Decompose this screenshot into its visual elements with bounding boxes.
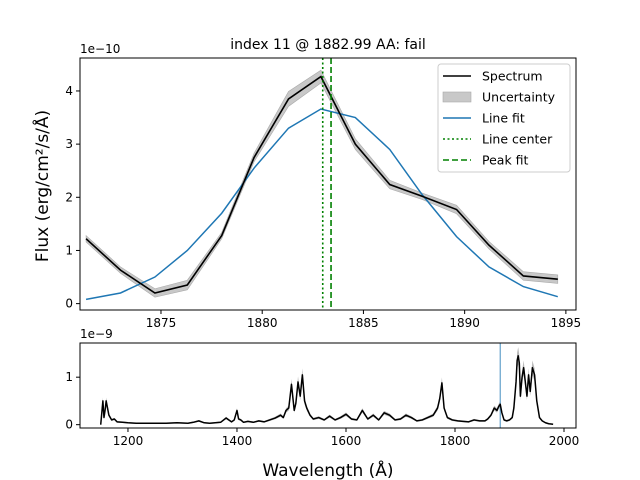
- spectrum-series: [85, 75, 558, 294]
- y-tick-label: 1: [65, 370, 73, 384]
- top-y-ticks: 0 1 2 3 4: [65, 84, 80, 311]
- bottom-plot-area: [99, 343, 554, 428]
- legend-box: [437, 63, 571, 173]
- uncertainty-band: [100, 347, 554, 425]
- legend-label: Line center: [482, 132, 553, 147]
- top-axes-frame: [79, 57, 577, 311]
- top-plot-area: [85, 58, 559, 310]
- x-tick-label: 1885: [348, 316, 379, 330]
- y-tick-label: 1: [65, 243, 73, 257]
- y-tick-label: 0: [65, 297, 73, 311]
- bottom-y-ticks: 01: [65, 370, 80, 432]
- legend: Spectrum Uncertainty Line fit Line center Pe…: [437, 63, 571, 173]
- line-fit-series: [85, 108, 558, 301]
- bottom-panel: 1e−9 1200 1400 1600 1800 2000 01 Wavelength …: [65, 327, 579, 480]
- bottom-axes-frame: [79, 342, 577, 429]
- legend-label: Uncertainty: [482, 90, 556, 105]
- top-panel: index 11 @ 1882.99 AA: fail 1e−10 Flux (…: [31, 37, 581, 330]
- chart-title: index 11 @ 1882.99 AA: fail: [230, 37, 426, 53]
- legend-label: Spectrum: [482, 69, 543, 84]
- y-tick-label: 4: [65, 84, 73, 98]
- y-axis-label: Flux (erg/cm²/s/Å): [31, 110, 53, 262]
- x-tick-label: 1400: [222, 434, 253, 448]
- bottom-x-ticks: 1200 1400 1600 1800 2000: [113, 428, 580, 448]
- x-tick-label: 1890: [449, 316, 480, 330]
- legend-label: Peak fit: [482, 153, 529, 168]
- x-tick-label: 1200: [113, 434, 144, 448]
- x-tick-label: 2000: [549, 434, 580, 448]
- y-tick-label: 2: [65, 190, 73, 204]
- y-tick-label: 0: [65, 418, 73, 432]
- uncertainty-band: [85, 69, 559, 298]
- x-axis-label: Wavelength (Å): [262, 459, 393, 480]
- x-tick-label: 1600: [331, 434, 362, 448]
- y-scale-label: 1e−9: [80, 327, 113, 341]
- spectrum-series: [99, 355, 554, 425]
- legend-label: Line fit: [482, 111, 525, 126]
- x-tick-label: 1800: [440, 434, 471, 448]
- y-scale-label: 1e−10: [80, 42, 120, 56]
- top-x-ticks: 1875 1880 1885 1890 1895: [146, 310, 581, 330]
- legend-swatch: [442, 91, 472, 103]
- x-tick-label: 1895: [551, 316, 582, 330]
- x-tick-label: 1880: [247, 316, 278, 330]
- x-tick-label: 1875: [146, 316, 177, 330]
- y-tick-label: 3: [65, 137, 73, 151]
